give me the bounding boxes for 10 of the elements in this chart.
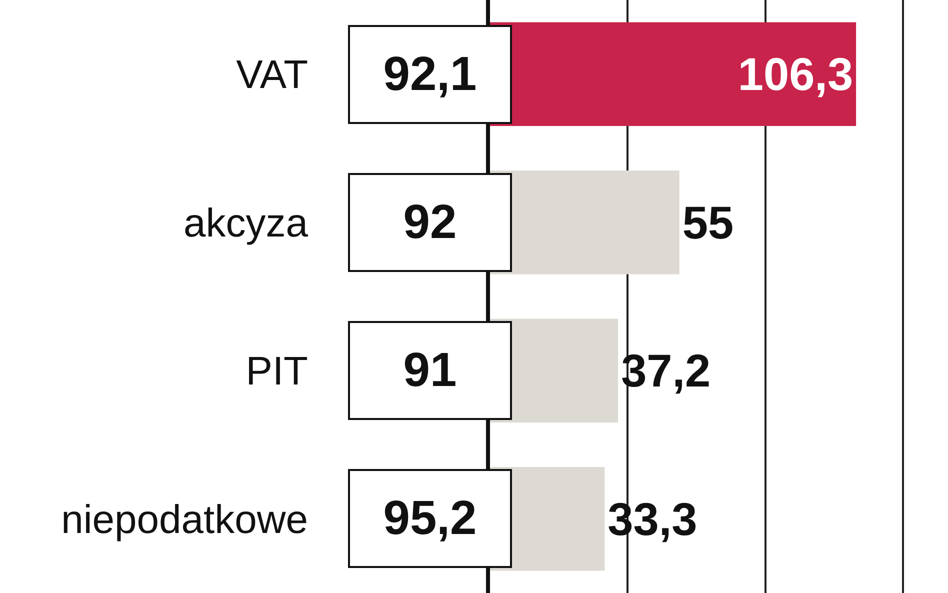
data-label: 106,3: [738, 48, 854, 100]
text: 92,1: [383, 48, 477, 101]
text: 95,2: [383, 492, 477, 545]
text: 92: [403, 196, 457, 249]
y-tick-label: VAT: [236, 53, 308, 98]
y-tick-label: niepodatkowe: [61, 498, 308, 542]
text: 91: [403, 344, 457, 397]
y-tick-label: akcyza: [184, 201, 309, 246]
y-tick-label: PIT: [246, 350, 308, 394]
data-label: 55: [682, 196, 734, 248]
